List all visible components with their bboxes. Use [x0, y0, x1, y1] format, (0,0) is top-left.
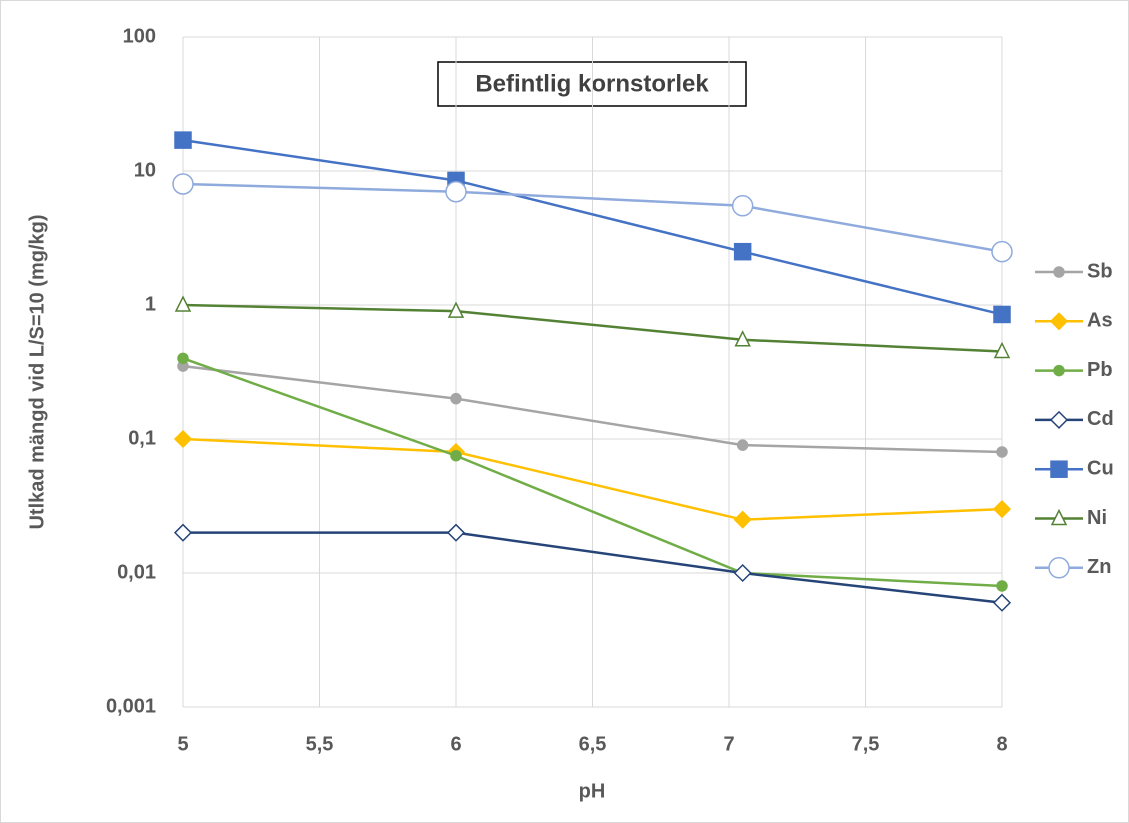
y-tick-label: 1	[145, 293, 156, 315]
legend-marker	[1049, 410, 1069, 429]
legend-marker	[1053, 364, 1065, 377]
x-tick-label: 6	[450, 733, 461, 755]
x-tick-label: 7	[723, 733, 734, 755]
data-point	[177, 352, 189, 365]
data-point	[731, 195, 754, 217]
data-point	[733, 563, 752, 583]
legend-marker	[1049, 312, 1069, 331]
data-point	[447, 301, 465, 318]
y-tick-label: 0,001	[106, 695, 156, 717]
y-tick-label: 100	[123, 25, 156, 47]
data-point	[733, 242, 752, 261]
data-point	[736, 439, 749, 451]
legend-marker	[1050, 460, 1068, 478]
x-tick-label: 6,5	[579, 733, 607, 755]
data-point	[446, 523, 466, 542]
legend-marker	[1050, 508, 1068, 526]
data-point	[733, 510, 752, 529]
legend-label: Zn	[1087, 556, 1111, 578]
data-point	[172, 173, 194, 195]
legend-label: Cd	[1087, 408, 1114, 430]
data-point	[996, 580, 1008, 592]
data-point	[450, 392, 462, 405]
legend-label: As	[1087, 310, 1113, 332]
data-point	[174, 131, 192, 149]
y-axis-label: Utlkad mängd vid L/S=10 (mg/kg)	[26, 214, 48, 529]
data-point	[992, 593, 1012, 612]
legend-marker	[1048, 557, 1070, 579]
data-point	[996, 446, 1008, 458]
legend-label: Cu	[1087, 457, 1114, 479]
data-point	[992, 500, 1012, 519]
legend-marker	[1053, 266, 1065, 278]
data-point	[445, 181, 467, 203]
y-tick-label: 0,01	[117, 561, 156, 583]
x-tick-label: 7,5	[852, 733, 880, 755]
legend-label: Pb	[1087, 359, 1113, 381]
y-tick-label: 10	[134, 159, 156, 181]
x-tick-label: 5	[177, 733, 188, 755]
data-point	[174, 295, 192, 312]
data-point	[734, 330, 751, 347]
data-point	[450, 449, 462, 462]
y-tick-label: 0,1	[128, 427, 156, 449]
data-point	[173, 429, 193, 449]
series-line	[182, 138, 1003, 316]
legend-label: Sb	[1087, 260, 1113, 282]
series-line	[182, 437, 1003, 521]
x-tick-label: 8	[996, 733, 1007, 755]
data-point	[993, 341, 1011, 359]
x-tick-label: 5,5	[306, 733, 334, 755]
series-line	[182, 303, 1003, 353]
series-line	[182, 364, 1003, 454]
series-line	[183, 531, 1003, 604]
data-point	[173, 523, 193, 542]
series-line	[182, 357, 1003, 588]
series-line	[182, 182, 1003, 253]
x-axis-label: pH	[579, 780, 606, 802]
data-point	[993, 305, 1011, 324]
legend-label: Ni	[1087, 507, 1107, 529]
data-point	[991, 240, 1013, 263]
